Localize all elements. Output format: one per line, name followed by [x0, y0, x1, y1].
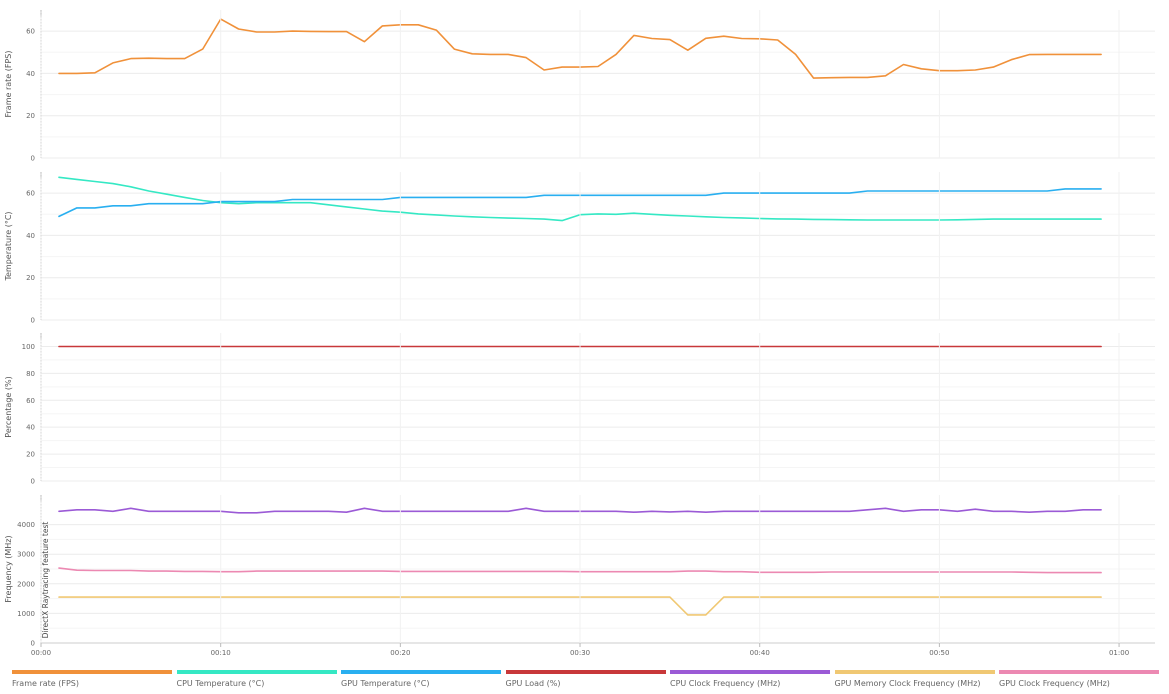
legend-label: CPU Temperature (°C)	[176, 679, 265, 688]
y-axis-title: Frame rate (FPS)	[4, 50, 13, 117]
y-tick-label: 60	[26, 190, 35, 198]
legend-label: GPU Load (%)	[505, 679, 561, 688]
y-tick-label: 4000	[17, 521, 35, 529]
panel-3: 0 20 40 60 80 100 Percentage (%)	[4, 333, 1155, 486]
y-tick-label: 40	[26, 70, 35, 78]
legend-label: Frame rate (FPS)	[12, 679, 80, 688]
legend-item-gpu-memory-clock-frequency-mhz[interactable]: GPU Memory Clock Frequency (MHz)	[834, 668, 997, 694]
y-tick-label: 40	[26, 232, 35, 240]
legend-label: CPU Clock Frequency (MHz)	[670, 679, 781, 688]
legend-item-frame-rate-fps[interactable]: Frame rate (FPS)	[12, 668, 174, 694]
y-axis-title: Temperature (°C)	[4, 211, 13, 281]
y-tick-label: 20	[26, 451, 35, 459]
y-axis-title: Percentage (%)	[4, 376, 13, 437]
y-tick-label: 80	[26, 370, 35, 378]
x-tick-label: 00:50	[929, 649, 949, 657]
legend-swatch	[341, 670, 501, 674]
legend-item-gpu-load[interactable]: GPU Load (%)	[505, 668, 668, 694]
y-axis-title: Frequency (MHz)	[4, 535, 13, 602]
panel-2: 0 20 40 60 Temperature (°C)	[4, 172, 1155, 325]
legend-label: GPU Memory Clock Frequency (MHz)	[834, 679, 981, 688]
x-tick-label: 01:00	[1109, 649, 1129, 657]
y-tick-label: 0	[31, 155, 35, 163]
y-tick-label: 20	[26, 112, 35, 120]
legend-label: GPU Temperature (°C)	[341, 679, 430, 688]
y-tick-label: 3000	[17, 551, 35, 559]
x-tick-label: 00:40	[750, 649, 770, 657]
panel-1: 0 20 40 60 Frame rate (FPS)	[4, 10, 1155, 163]
y-tick-label: 0	[31, 317, 35, 325]
panel-4: 0 1000 2000 3000 4000 Frequency (MHz)	[4, 495, 1155, 648]
benchmark-chart: 0 20 40 60 Frame rate (FPS) 0 20 40 60 Temperatur…	[4, 10, 1155, 657]
x-tick-label: 00:20	[390, 649, 410, 657]
legend-item-gpu-clock-frequency-mhz[interactable]: GPU Clock Frequency (MHz)	[999, 668, 1161, 694]
legend-label: GPU Clock Frequency (MHz)	[999, 679, 1110, 688]
y-tick-label: 60	[26, 397, 35, 405]
legend-swatch	[670, 670, 830, 674]
legend-swatch	[12, 670, 172, 674]
x-tick-label: 00:10	[211, 649, 231, 657]
y-tick-label: 60	[26, 28, 35, 36]
x-tick-label: 00:30	[570, 649, 590, 657]
y-tick-label: 0	[31, 478, 35, 486]
legend-swatch	[176, 670, 337, 674]
y-tick-label: 20	[26, 274, 35, 282]
legend-item-cpu-clock-frequency-mhz[interactable]: CPU Clock Frequency (MHz)	[670, 668, 832, 694]
y-tick-label: 0	[31, 640, 35, 648]
y-tick-label: 40	[26, 424, 35, 432]
y-tick-label: 2000	[17, 580, 35, 588]
chart-legend: Frame rate (FPS) CPU Temperature (°C) GPU …	[0, 668, 1169, 694]
y-tick-label: 1000	[17, 610, 35, 618]
legend-item-gpu-temperature-c[interactable]: GPU Temperature (°C)	[341, 668, 503, 694]
x-tick-label: 00:00	[31, 649, 51, 657]
y-tick-label: 100	[22, 343, 35, 351]
legend-swatch	[999, 670, 1159, 674]
legend-item-cpu-temperature-c[interactable]: CPU Temperature (°C)	[176, 668, 339, 694]
annotation-label: DirectX Raytracing feature test	[41, 522, 50, 639]
legend-swatch	[834, 670, 995, 674]
legend-swatch	[505, 670, 666, 674]
